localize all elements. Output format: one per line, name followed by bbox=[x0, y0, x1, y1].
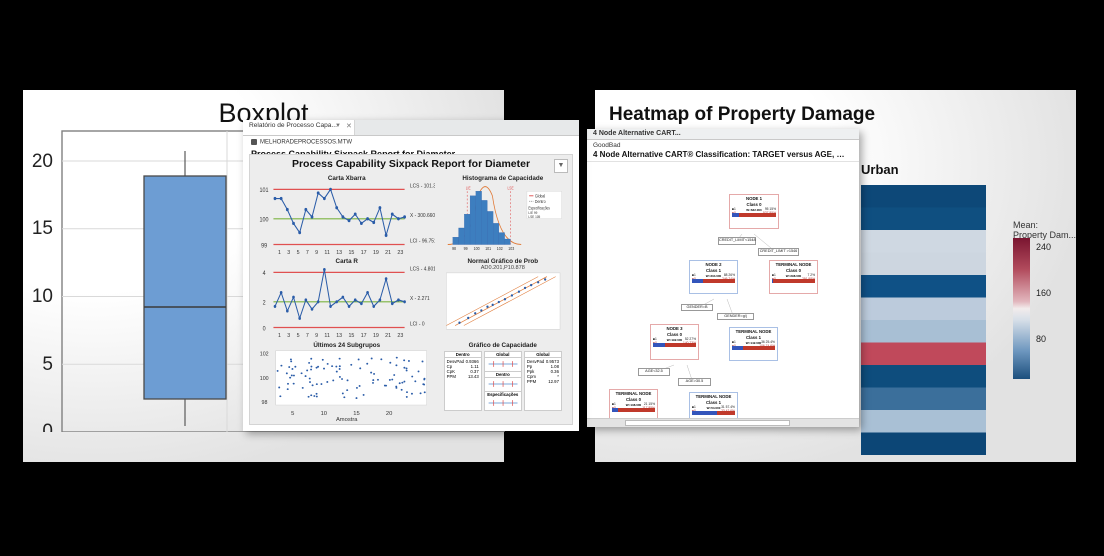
svg-text:LCI - 96.751: LCI - 96.751 bbox=[410, 238, 435, 245]
svg-text:Urban: Urban bbox=[861, 162, 899, 177]
svg-text:15: 15 bbox=[32, 218, 53, 239]
svg-text:X - 2.271: X - 2.271 bbox=[410, 296, 430, 303]
svg-text:100: 100 bbox=[260, 376, 269, 382]
svg-text:102: 102 bbox=[260, 351, 269, 357]
svg-text:4: 4 bbox=[263, 271, 267, 278]
svg-text:2: 2 bbox=[263, 301, 266, 308]
svg-text:LCI - 0: LCI - 0 bbox=[410, 322, 425, 329]
svg-text:Dentro: Dentro bbox=[534, 199, 545, 205]
svg-text:100: 100 bbox=[473, 246, 480, 251]
svg-text:LCS - 4.801: LCS - 4.801 bbox=[410, 266, 435, 273]
svg-text:Mean:: Mean: bbox=[1013, 220, 1038, 230]
svg-text:LSE: LSE bbox=[507, 186, 514, 190]
svg-text:160: 160 bbox=[1036, 288, 1051, 298]
svg-text:80: 80 bbox=[1036, 334, 1046, 344]
svg-text:LIE: LIE bbox=[465, 186, 470, 190]
svg-text:240: 240 bbox=[1036, 242, 1051, 252]
svg-text:LSE 105: LSE 105 bbox=[528, 215, 540, 219]
svg-text:99: 99 bbox=[261, 243, 268, 250]
svg-text:20: 20 bbox=[32, 151, 53, 172]
svg-text:98: 98 bbox=[262, 400, 268, 406]
svg-text:10: 10 bbox=[32, 286, 53, 307]
svg-text:99: 99 bbox=[463, 246, 468, 251]
svg-text:101: 101 bbox=[260, 188, 270, 195]
svg-text:LCS - 101.370: LCS - 101.370 bbox=[410, 183, 435, 190]
svg-text:0: 0 bbox=[263, 326, 267, 333]
svg-text:102: 102 bbox=[496, 246, 503, 251]
svg-text:5: 5 bbox=[42, 354, 53, 375]
svg-text:0: 0 bbox=[42, 421, 53, 432]
svg-text:X - 300.660: X - 300.660 bbox=[410, 213, 435, 220]
svg-text:103: 103 bbox=[508, 246, 515, 251]
svg-text:98: 98 bbox=[452, 246, 457, 251]
svg-text:100: 100 bbox=[260, 217, 270, 224]
svg-text:101: 101 bbox=[485, 246, 492, 251]
